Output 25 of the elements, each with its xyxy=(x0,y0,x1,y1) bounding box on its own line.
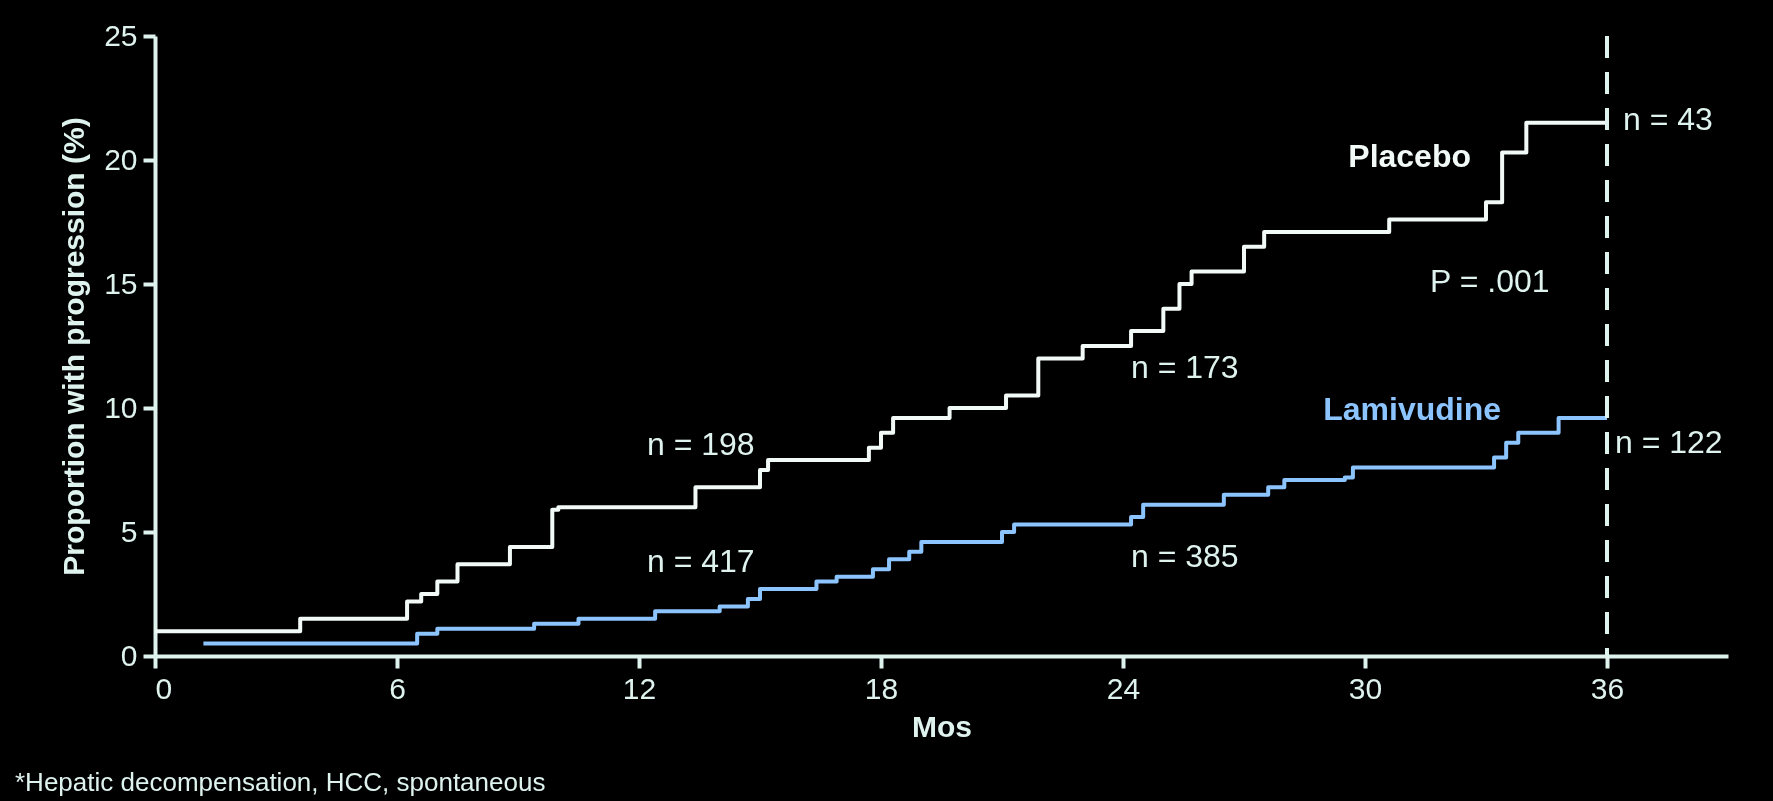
annotation: n = 417 xyxy=(647,543,755,579)
y-tick-label: 25 xyxy=(104,18,138,52)
x-tick-label: 0 xyxy=(155,671,173,705)
y-tick-label: 0 xyxy=(120,638,138,672)
x-tick-label: 6 xyxy=(389,671,406,705)
annotation: n = 198 xyxy=(647,426,755,462)
x-tick-label: 18 xyxy=(864,671,899,705)
annotation: n = 385 xyxy=(1131,538,1239,574)
annotation: n = 43 xyxy=(1623,101,1713,137)
x-axis-title: Mos xyxy=(912,709,972,743)
annotation: n = 173 xyxy=(1131,349,1239,385)
x-tick-label: 12 xyxy=(622,671,657,705)
y-tick-label: 15 xyxy=(104,266,138,300)
series-label: Placebo xyxy=(1348,137,1471,174)
y-axis-title: Proportion with progression (%) xyxy=(57,117,91,576)
annotation: n = 122 xyxy=(1615,424,1723,460)
y-tick-label: 5 xyxy=(120,514,138,548)
x-tick-label: 24 xyxy=(1106,671,1141,705)
text: *Hepatic decompensation, HCC, spontaneous xyxy=(15,767,546,797)
x-tick-label: 30 xyxy=(1348,671,1383,705)
annotation: P = .001 xyxy=(1430,263,1550,299)
y-tick-label: 20 xyxy=(104,142,138,176)
y-tick-label: 10 xyxy=(104,390,138,424)
x-tick-label: 36 xyxy=(1590,671,1625,705)
series-label: Lamivudine xyxy=(1323,390,1501,427)
